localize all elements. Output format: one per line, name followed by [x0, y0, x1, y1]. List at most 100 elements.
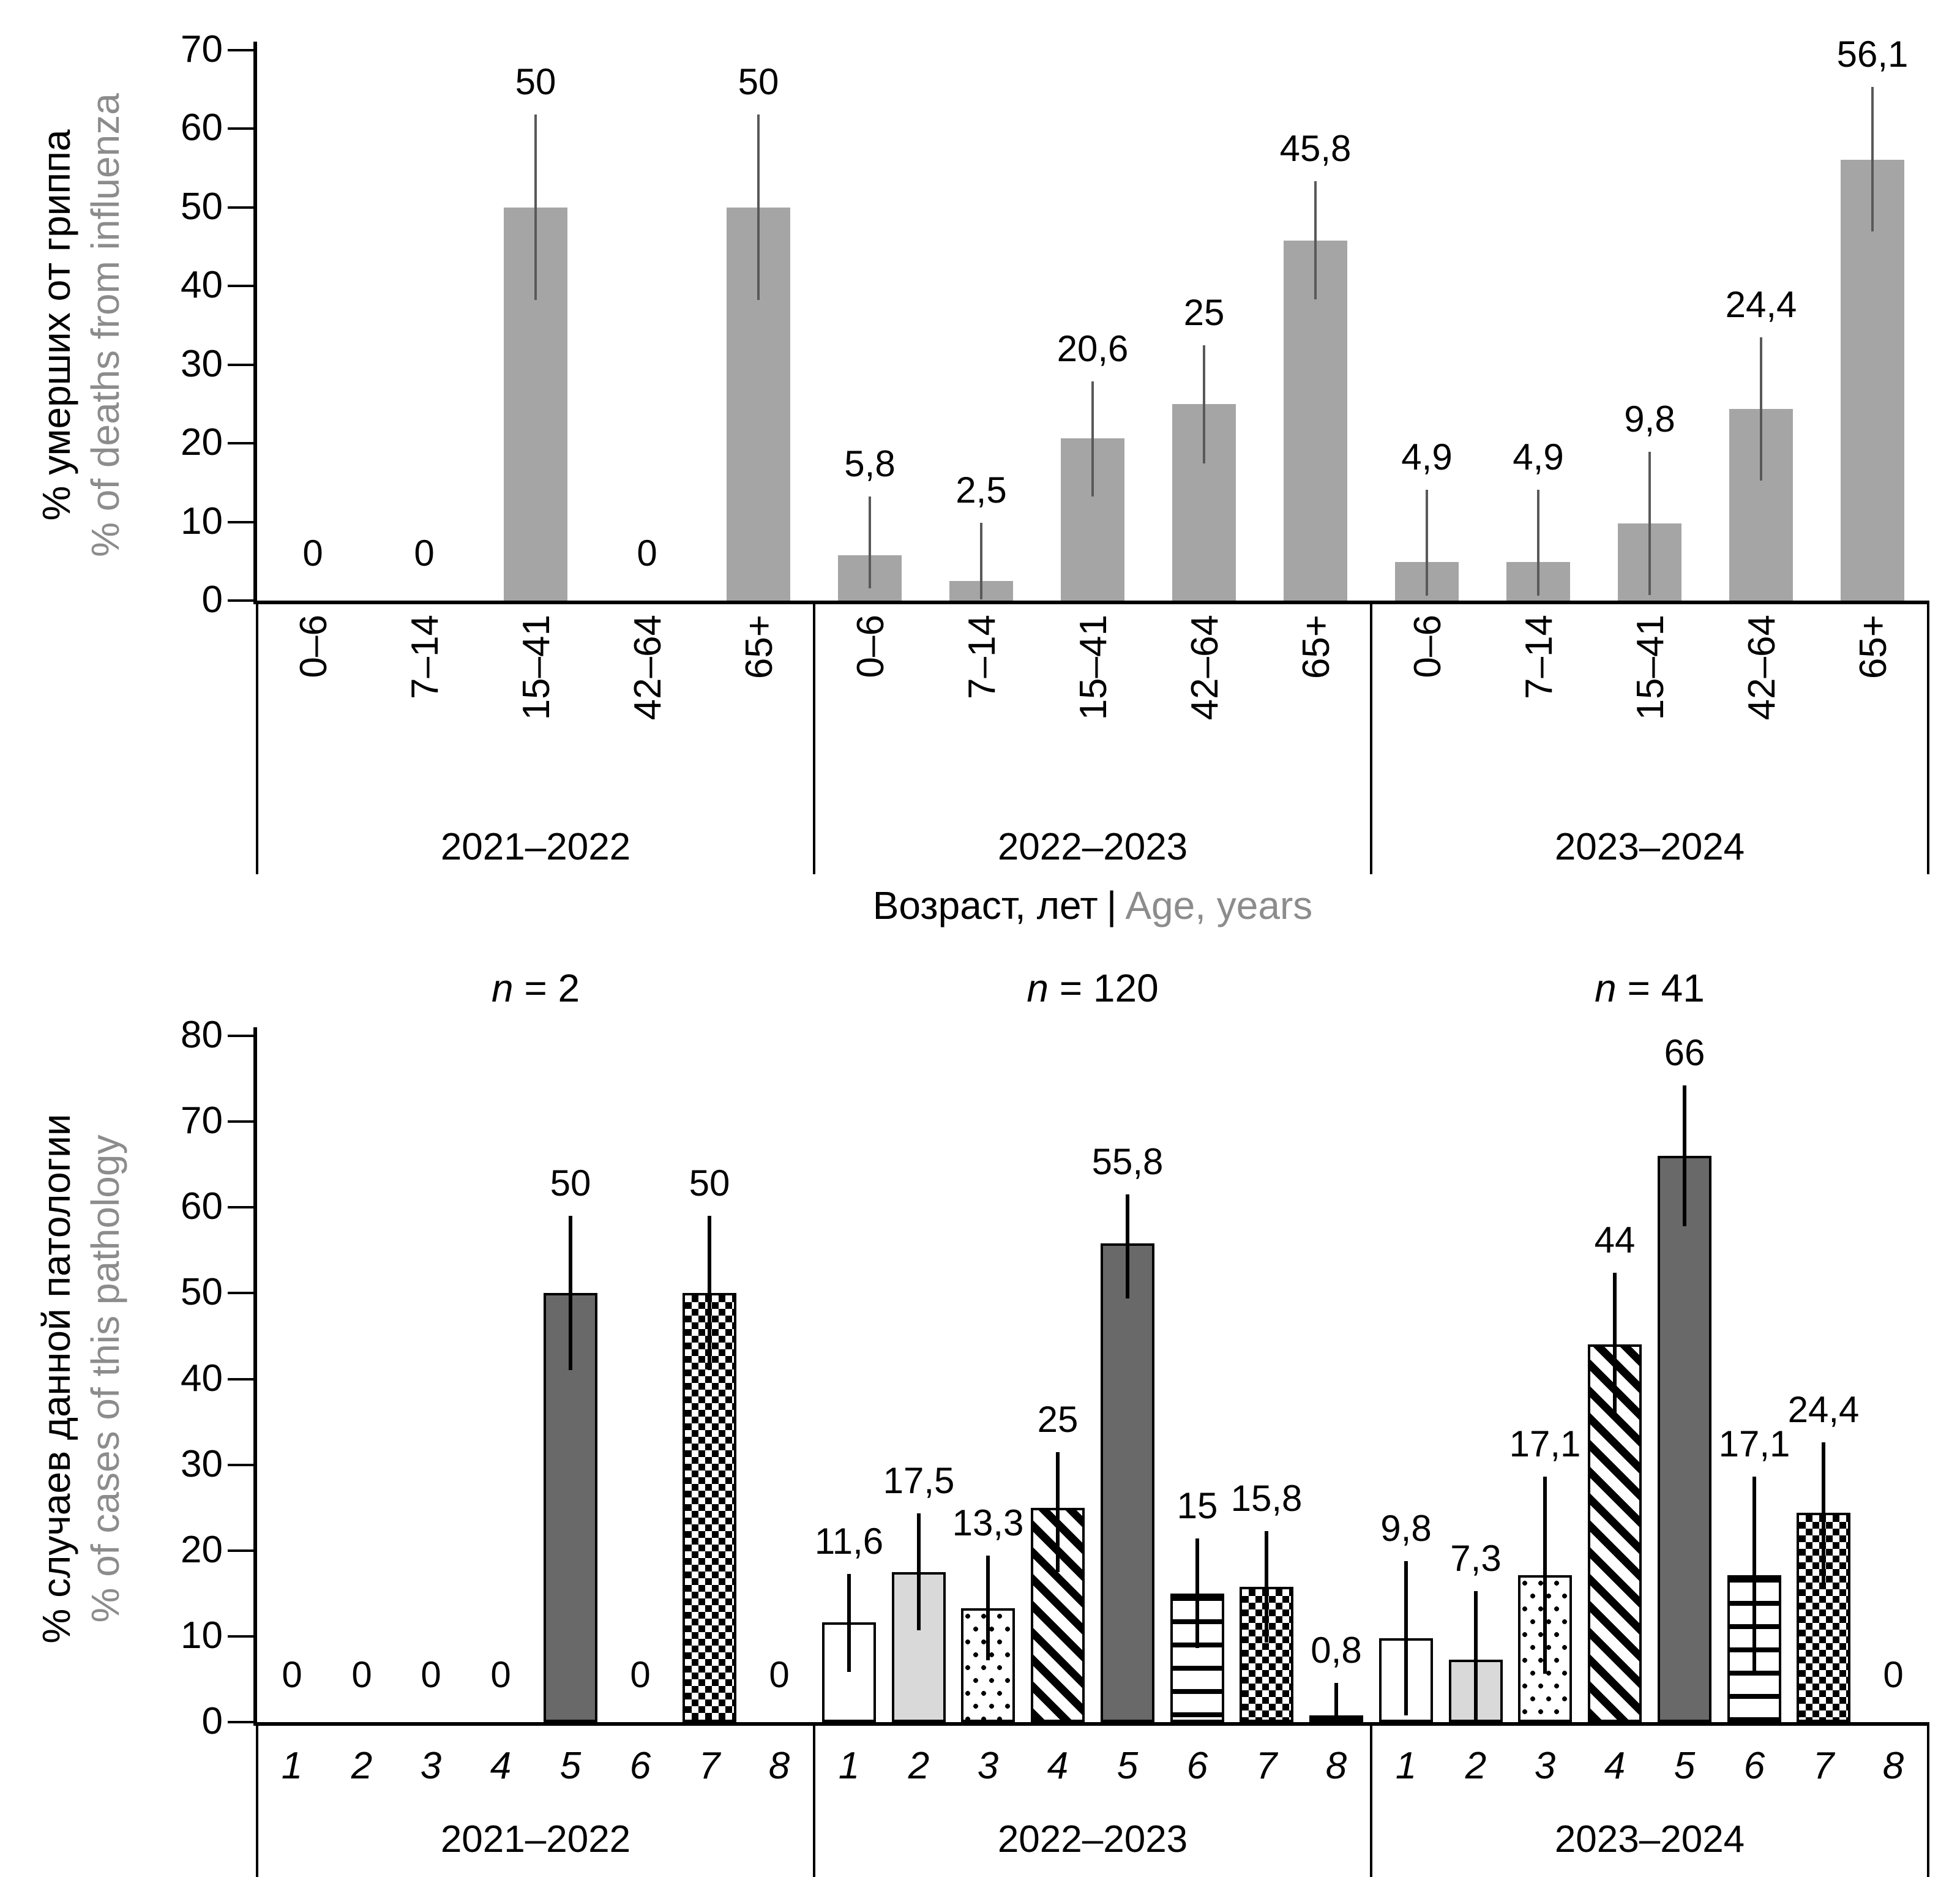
y-tick-mark — [228, 1120, 253, 1123]
category-label: 5 — [1117, 1745, 1139, 1787]
bar-dark-gray — [1101, 1243, 1154, 1722]
value-label: 66 — [1664, 1032, 1705, 1073]
n-value: = 41 — [1616, 966, 1705, 1010]
value-label: 17,1 — [1509, 1423, 1581, 1464]
y-tick-label: 20 — [181, 1529, 223, 1571]
value-label: 50 — [550, 1163, 591, 1204]
bar-dark-gray — [1658, 1156, 1711, 1722]
n-symbol: n — [1027, 966, 1049, 1010]
value-label: 5,8 — [844, 443, 896, 484]
value-label: 4,9 — [1401, 436, 1453, 478]
n-value: = 2 — [513, 966, 580, 1010]
value-label: 20,6 — [1057, 328, 1129, 369]
x-axis-title-ru: Возраст, лет — [872, 883, 1098, 927]
value-label: 56,1 — [1836, 34, 1909, 75]
error-bar — [1537, 490, 1539, 596]
y-tick-label: 40 — [181, 264, 223, 306]
bottom-y-axis-title-ru: % случаев данной патологии — [34, 1114, 78, 1644]
value-label: 13,3 — [952, 1502, 1024, 1543]
value-label: 11,6 — [814, 1521, 884, 1562]
season-label: 2023–2024 — [1554, 826, 1745, 868]
category-label: 8 — [768, 1745, 790, 1787]
y-tick-mark — [228, 1206, 253, 1208]
y-axis-line — [253, 42, 257, 601]
value-label: 0 — [421, 1654, 441, 1695]
y-tick-label: 30 — [181, 343, 223, 385]
error-bar — [917, 1513, 921, 1630]
value-label: 15 — [1176, 1485, 1218, 1526]
y-tick-label: 10 — [181, 1614, 223, 1657]
y-tick-label: 70 — [181, 28, 223, 70]
category-label: 6 — [1186, 1745, 1208, 1787]
group-divider — [256, 1722, 258, 1877]
y-tick-label: 40 — [181, 1357, 223, 1399]
y-tick-mark — [228, 521, 253, 523]
error-bar — [1683, 1085, 1686, 1226]
value-label: 50 — [738, 61, 779, 102]
y-tick-label: 50 — [181, 1271, 223, 1313]
season-label: 2023–2024 — [1554, 1818, 1745, 1860]
x-axis-line — [253, 1722, 1928, 1726]
category-label: 3 — [977, 1745, 999, 1787]
group-divider — [1370, 1722, 1372, 1877]
value-label: 45,8 — [1279, 128, 1352, 169]
group-divider — [813, 601, 815, 874]
y-tick-label: 50 — [181, 185, 223, 228]
y-tick-mark — [228, 1549, 253, 1552]
y-tick-mark — [228, 1464, 253, 1466]
group-divider — [813, 1722, 815, 1877]
category-label: 1 — [838, 1745, 860, 1787]
y-tick-mark — [228, 1292, 253, 1294]
error-bar — [1613, 1273, 1617, 1417]
error-bar — [1752, 1477, 1756, 1674]
value-label: 55,8 — [1091, 1141, 1164, 1182]
error-bar — [708, 1216, 711, 1370]
category-label: 1 — [1395, 1745, 1417, 1787]
x-axis-title-en: Age, years — [1125, 883, 1313, 927]
error-bar — [1056, 1452, 1060, 1572]
season-label: 2022–2023 — [997, 1818, 1188, 1860]
value-label: 44 — [1594, 1219, 1636, 1261]
y-tick-label: 70 — [181, 1100, 223, 1142]
y-tick-label: 60 — [181, 1185, 223, 1227]
n-label: n = 2 — [492, 965, 580, 1011]
value-label: 0 — [1883, 1654, 1904, 1695]
value-label: 25 — [1037, 1399, 1079, 1440]
y-tick-label: 80 — [181, 1014, 223, 1056]
error-bar — [1334, 1683, 1338, 1722]
category-label: 7 — [1812, 1745, 1835, 1787]
category-label: 4 — [1047, 1745, 1069, 1787]
x-axis-line — [253, 601, 1928, 604]
bar-gray — [1284, 241, 1347, 601]
y-tick-mark — [228, 599, 253, 602]
error-bar — [1265, 1531, 1268, 1643]
value-label: 15,8 — [1230, 1478, 1303, 1519]
category-label: 7 — [698, 1745, 720, 1787]
error-bar — [869, 496, 871, 588]
group-divider — [256, 601, 258, 874]
y-tick-mark — [228, 127, 253, 130]
value-label: 17,1 — [1718, 1423, 1790, 1464]
category-label: 5 — [1674, 1745, 1696, 1787]
category-label: 4 — [1604, 1745, 1626, 1787]
error-bar — [1760, 337, 1762, 481]
y-tick-label: 10 — [181, 500, 223, 542]
error-bar — [534, 114, 537, 300]
value-label: 2,5 — [956, 470, 1007, 511]
category-label: 3 — [1534, 1745, 1556, 1787]
n-symbol: n — [1595, 966, 1617, 1010]
value-label: 0 — [351, 1654, 372, 1695]
y-tick-mark — [228, 1635, 253, 1638]
n-label: n = 41 — [1595, 965, 1705, 1011]
error-bar — [1126, 1194, 1129, 1298]
error-bar — [569, 1216, 572, 1370]
category-label: 8 — [1325, 1745, 1347, 1787]
y-tick-mark — [228, 1378, 253, 1381]
y-tick-label: 20 — [181, 421, 223, 463]
category-label: 2 — [1465, 1745, 1487, 1787]
season-label: 2021–2022 — [440, 1818, 631, 1860]
group-divider — [1927, 601, 1929, 874]
category-label: 2 — [351, 1745, 373, 1787]
category-label: 5 — [559, 1745, 582, 1787]
